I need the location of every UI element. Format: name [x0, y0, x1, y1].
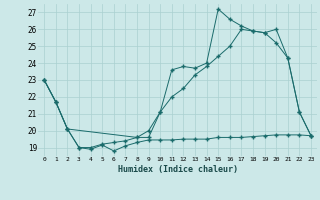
X-axis label: Humidex (Indice chaleur): Humidex (Indice chaleur)	[118, 165, 238, 174]
